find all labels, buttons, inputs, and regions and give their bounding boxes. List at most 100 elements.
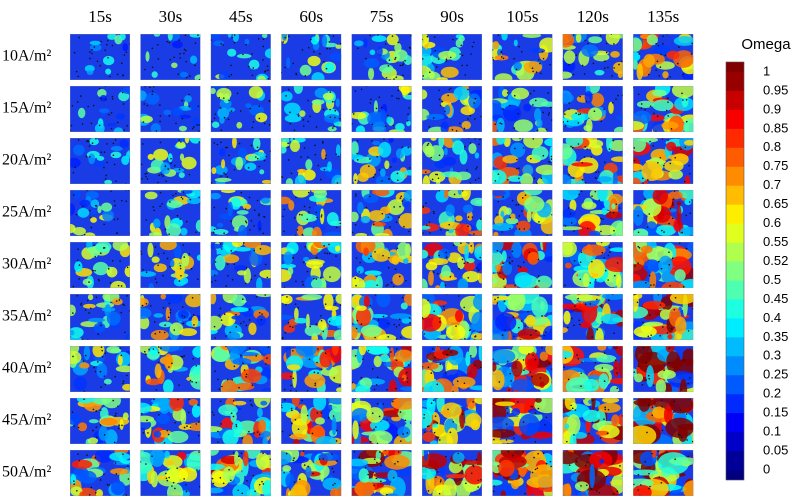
blob	[319, 208, 325, 225]
blob	[424, 145, 435, 158]
blob	[191, 404, 201, 418]
speck	[159, 141, 162, 144]
speck	[100, 97, 102, 100]
blob	[165, 294, 183, 304]
speck	[118, 424, 120, 426]
blob	[652, 406, 667, 419]
blob	[518, 413, 540, 436]
heatmap-cell	[70, 86, 130, 132]
speck	[112, 142, 115, 145]
speck	[542, 452, 545, 454]
blob	[77, 107, 86, 119]
speck	[95, 436, 98, 439]
speck	[211, 281, 213, 283]
blob	[633, 280, 652, 288]
speck	[228, 75, 231, 78]
blob	[652, 89, 667, 97]
speck	[220, 42, 222, 45]
speck	[527, 310, 529, 313]
speck	[513, 57, 515, 60]
speck	[662, 35, 664, 37]
speck	[312, 472, 314, 475]
speck	[580, 251, 583, 254]
speck	[383, 138, 385, 141]
speck	[506, 407, 508, 409]
blob	[680, 226, 694, 236]
heatmap-cell	[422, 138, 482, 184]
blob	[140, 271, 156, 277]
speck	[549, 63, 551, 66]
speck	[598, 491, 601, 494]
blob	[191, 315, 199, 328]
speck	[72, 312, 74, 314]
speck	[512, 316, 515, 318]
blob	[659, 309, 672, 320]
speck	[459, 53, 461, 55]
speck	[387, 266, 390, 269]
speck	[538, 280, 540, 282]
speck	[611, 75, 613, 77]
blob	[110, 468, 129, 475]
speck	[197, 404, 199, 406]
blob	[540, 219, 553, 235]
blob	[514, 271, 532, 288]
blob	[335, 44, 342, 49]
speck	[163, 441, 166, 444]
speck	[303, 464, 306, 466]
speck	[498, 381, 501, 383]
speck	[492, 358, 494, 361]
blob	[527, 251, 540, 265]
blob	[156, 413, 170, 425]
blob	[357, 172, 369, 183]
speck	[252, 474, 255, 477]
speck	[151, 47, 154, 50]
blob	[210, 463, 226, 470]
speck	[581, 361, 583, 364]
speck	[550, 155, 553, 158]
speck	[390, 281, 393, 284]
blob	[196, 254, 201, 261]
speck	[391, 95, 393, 97]
speck	[197, 34, 199, 36]
speck	[143, 103, 145, 105]
blob	[379, 354, 390, 363]
speck	[356, 159, 359, 161]
speck	[198, 124, 201, 126]
speck	[249, 399, 252, 402]
speck	[372, 176, 375, 178]
speck	[301, 214, 303, 216]
speck	[616, 387, 619, 390]
blob	[219, 115, 225, 124]
speck	[614, 359, 617, 361]
column-label: 105s	[506, 7, 538, 26]
blob	[179, 153, 185, 162]
blob	[357, 201, 364, 214]
speck	[307, 465, 310, 468]
blob	[396, 242, 410, 260]
speck	[584, 303, 587, 306]
blob	[667, 256, 692, 277]
speck	[376, 284, 378, 286]
blob	[169, 398, 184, 412]
speck	[235, 326, 238, 328]
blob	[352, 420, 359, 440]
speck	[502, 399, 504, 401]
blob	[242, 450, 249, 467]
blob	[99, 108, 110, 114]
speck	[431, 178, 434, 181]
blob	[668, 191, 683, 200]
speck	[394, 56, 397, 59]
speck	[570, 404, 572, 407]
blob	[386, 34, 399, 46]
speck	[188, 398, 190, 400]
blob	[468, 93, 481, 109]
speck	[685, 120, 688, 123]
speck	[336, 429, 338, 432]
blob	[634, 346, 653, 365]
speck	[478, 143, 480, 145]
speck	[492, 58, 495, 61]
blob	[281, 294, 293, 305]
blob	[633, 177, 641, 184]
speck	[220, 248, 223, 250]
blob	[358, 346, 367, 356]
